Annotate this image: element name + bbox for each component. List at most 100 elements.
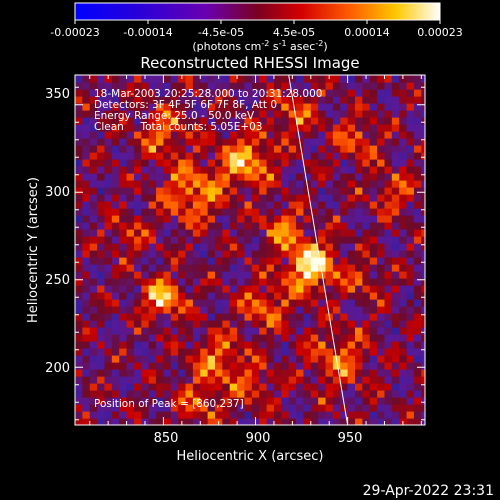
- heatmap-cell: [340, 131, 349, 139]
- heatmap-cell: [185, 418, 194, 425]
- heatmap-cell: [207, 173, 216, 181]
- heatmap-cell: [75, 362, 83, 370]
- heatmap-cell: [369, 173, 378, 181]
- heatmap-cell: [126, 257, 135, 265]
- heatmap-cell: [251, 327, 260, 335]
- heatmap-cell: [126, 103, 135, 111]
- heatmap-cell: [288, 159, 297, 167]
- heatmap-cell: [229, 404, 238, 412]
- heatmap-cell: [126, 75, 135, 83]
- heatmap-cell: [244, 341, 253, 349]
- heatmap-cell: [399, 145, 408, 153]
- heatmap-cell: [75, 180, 83, 188]
- heatmap-cell: [384, 208, 393, 216]
- heatmap-cell: [340, 75, 349, 83]
- heatmap-cell: [244, 243, 253, 251]
- heatmap-cell: [119, 327, 128, 335]
- heatmap-cell: [141, 124, 150, 132]
- heatmap-cell: [148, 145, 157, 153]
- heatmap-cell: [244, 145, 253, 153]
- heatmap-cell: [185, 397, 194, 405]
- heatmap-cell: [82, 138, 91, 146]
- heatmap-cell: [421, 334, 425, 342]
- heatmap-cell: [207, 243, 216, 251]
- heatmap-cell: [163, 208, 172, 216]
- heatmap-cell: [97, 110, 106, 118]
- heatmap-cell: [111, 257, 120, 265]
- heatmap-cell: [104, 341, 113, 349]
- heatmap-cell: [310, 208, 319, 216]
- heatmap-cell: [178, 327, 187, 335]
- heatmap-cell: [244, 334, 253, 342]
- heatmap-cell: [163, 292, 172, 300]
- heatmap-cell: [207, 306, 216, 314]
- heatmap-cell: [281, 355, 290, 363]
- heatmap-cell: [156, 201, 165, 209]
- heatmap-cell: [259, 285, 268, 293]
- heatmap-cell: [170, 187, 179, 195]
- heatmap-cell: [104, 285, 113, 293]
- heatmap-cell: [399, 110, 408, 118]
- heatmap-cell: [200, 341, 209, 349]
- heatmap-cell: [369, 138, 378, 146]
- heatmap-cell: [126, 82, 135, 90]
- heatmap-cell: [75, 208, 83, 216]
- heatmap-cell: [377, 229, 386, 237]
- heatmap-cell: [163, 418, 172, 425]
- heatmap-cell: [97, 404, 106, 412]
- heatmap-cell: [259, 411, 268, 419]
- heatmap-cell: [347, 404, 356, 412]
- heatmap-cell: [185, 369, 194, 377]
- heatmap-cell: [82, 152, 91, 160]
- heatmap-cell: [259, 89, 268, 97]
- heatmap-cell: [281, 250, 290, 258]
- heatmap-cell: [97, 159, 106, 167]
- heatmap-cell: [133, 271, 142, 279]
- heatmap-cell: [340, 383, 349, 391]
- solar-limb-line: [288, 75, 349, 425]
- heatmap-cell: [156, 166, 165, 174]
- heatmap-cell: [178, 362, 187, 370]
- heatmap-cell: [126, 159, 135, 167]
- heatmap-cell: [332, 187, 341, 195]
- heatmap-cell: [288, 187, 297, 195]
- heatmap-cell: [332, 362, 341, 370]
- heatmap-cell: [200, 131, 209, 139]
- heatmap-cell: [318, 376, 327, 384]
- heatmap-cell: [251, 89, 260, 97]
- heatmap-cell: [237, 250, 246, 258]
- heatmap-cell: [104, 376, 113, 384]
- heatmap-cell: [347, 376, 356, 384]
- heatmap-cell: [126, 299, 135, 307]
- heatmap-cell: [332, 313, 341, 321]
- heatmap-cell: [273, 327, 282, 335]
- heatmap-cell: [310, 348, 319, 356]
- heatmap-cell: [296, 418, 305, 425]
- heatmap-cell: [377, 404, 386, 412]
- heatmap-cell: [156, 313, 165, 321]
- heatmap-cell: [111, 404, 120, 412]
- heatmap-cell: [399, 320, 408, 328]
- heatmap-cell: [148, 334, 157, 342]
- heatmap-cell: [421, 411, 425, 419]
- heatmap-cell: [332, 96, 341, 104]
- heatmap-cell: [97, 327, 106, 335]
- heatmap-cell: [399, 131, 408, 139]
- heatmap-cell: [413, 390, 422, 398]
- heatmap-cell: [362, 362, 371, 370]
- heatmap-cell: [148, 201, 157, 209]
- heatmap-cell: [281, 215, 290, 223]
- heatmap-cell: [237, 271, 246, 279]
- heatmap-cell: [170, 96, 179, 104]
- heatmap-cell: [89, 271, 98, 279]
- heatmap-cell: [332, 383, 341, 391]
- heatmap-cell: [332, 327, 341, 335]
- heatmap-cell: [229, 271, 238, 279]
- heatmap-cell: [119, 383, 128, 391]
- heatmap-cell: [111, 138, 120, 146]
- heatmap-cell: [237, 264, 246, 272]
- heatmap-cell: [82, 82, 91, 90]
- heatmap-cell: [355, 208, 363, 216]
- heatmap-cell: [384, 299, 393, 307]
- heatmap-cell: [244, 299, 253, 307]
